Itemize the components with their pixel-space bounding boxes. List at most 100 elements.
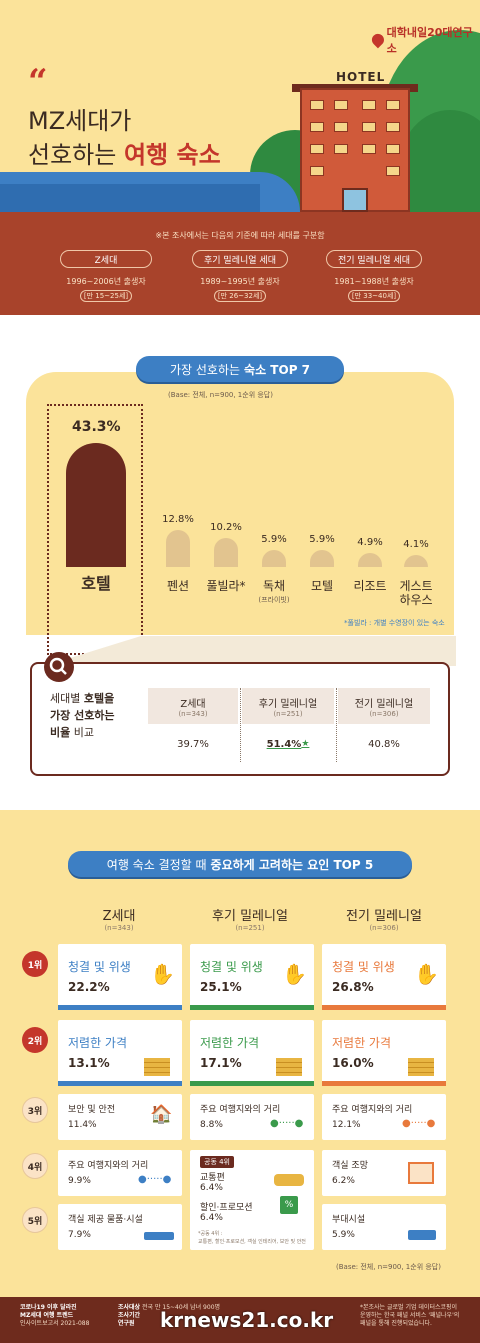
- footer-mid-k1: 조사대상: [118, 1304, 141, 1311]
- bar-category-label-4: 모텔: [310, 579, 334, 593]
- card-underline: [190, 1081, 314, 1086]
- header-late-name: 후기 밀레니얼: [212, 909, 288, 924]
- bar-1: [166, 530, 190, 567]
- top7-title-highlight: 숙소 TOP 7: [244, 362, 311, 377]
- bar-value-label-4: 5.9%: [309, 534, 335, 546]
- watermark: krnews21.co.kr: [160, 1308, 334, 1332]
- footer-mid: 조사대상 전국 만 15~40세 남녀 900명 조사기간 연구원: [118, 1304, 220, 1328]
- footer-mid-v1: 전국 만 15~40세 남녀 900명: [142, 1304, 221, 1311]
- header-z-name: Z세대: [102, 909, 136, 924]
- hand-wave-icon: ✋: [150, 962, 175, 986]
- gen-early-pill: 전기 밀레니얼 세대: [326, 250, 422, 268]
- rank-1-badge: 1위: [22, 951, 48, 977]
- compare-col-z-name: Z세대: [180, 698, 206, 710]
- hero-banner: “ MZ세대가 선호하는 여행 숙소 대학내일20대연구소 HOTEL: [0, 0, 480, 212]
- card-late-2-value: 17.1%: [200, 1056, 242, 1070]
- tie-note-2: 교통편, 할인·프로모션, 객실 인테리어, 보안 및 안전: [198, 1239, 306, 1245]
- card-z-5-label: 객실 제공 물품·시설: [68, 1215, 143, 1225]
- hill-mid: [400, 110, 480, 212]
- header-early: 전기 밀레니얼 (n=306): [326, 905, 442, 932]
- footer-right-3: 패널을 통해 진행되었습니다.: [360, 1320, 432, 1327]
- brand-logo-text: 대학내일20대연구소: [386, 26, 473, 55]
- header-late: 후기 밀레니얼 (n=251): [192, 905, 308, 932]
- card-early-2-value: 16.0%: [332, 1056, 374, 1070]
- bar-category-label-2: 풀빌라*: [206, 579, 246, 593]
- footer-mid-k3: 연구원: [118, 1320, 135, 1327]
- hand-wave-icon: ✋: [282, 962, 307, 986]
- gen-early-age: [만 33~40세]: [348, 290, 400, 302]
- bar-value-label-3: 5.9%: [261, 534, 287, 546]
- rank-5-badge: 5위: [22, 1207, 48, 1233]
- compare-title-a: 세대별: [50, 692, 81, 705]
- hotel-door: [342, 188, 368, 212]
- compare-title-c: 가장 선호하는: [50, 709, 115, 722]
- bed-icon: [144, 1232, 174, 1240]
- card-early-1: 청결 및 위생 26.8% ✋: [322, 944, 446, 1010]
- footer-left: 코로나19 이후 달라진 MZ세대 여행 트렌드 인사이트보고서 2021-088: [20, 1304, 89, 1328]
- card-underline: [58, 1005, 182, 1010]
- divider: [240, 688, 241, 762]
- bar-3: [262, 550, 286, 567]
- tie-a-value: 6.4%: [200, 1183, 223, 1193]
- search-icon: [44, 652, 74, 682]
- hand-wave-icon: ✋: [414, 962, 439, 986]
- discount-icon: %: [280, 1196, 298, 1214]
- compare-col-z: Z세대 (n=343): [148, 688, 238, 724]
- hero-title-highlight: 여행 숙소: [123, 141, 221, 169]
- star-icon: ★: [301, 739, 310, 749]
- map-pin-icon: [369, 31, 387, 49]
- card-z-1: 청결 및 위생 22.2% ✋: [58, 944, 182, 1010]
- top7-base: (Base: 전체, n=900, 1순위 응답): [168, 391, 273, 399]
- footer-mid-k2: 조사기간: [118, 1312, 141, 1319]
- card-underline: [190, 1005, 314, 1010]
- tie-b-label: 할인·프로모션: [200, 1203, 253, 1213]
- card-z-1-label: 청결 및 위생: [68, 960, 131, 974]
- factors-base: (Base: 전체, n=900, 1순위 응답): [336, 1263, 441, 1271]
- compare-col-late: 후기 밀레니얼 (n=251): [242, 688, 334, 724]
- card-late-tie: 공동 4위 교통편 6.4% 할인·프로모션 6.4% % *공동 4위 : 교…: [190, 1150, 314, 1250]
- card-early-3: 주요 여행지와의 거리 12.1% ●·····●: [322, 1094, 446, 1140]
- coin-stack-icon: [408, 1058, 434, 1076]
- card-late-2-label: 저렴한 가격: [200, 1036, 260, 1050]
- card-early-5: 부대시설 5.9%: [322, 1204, 446, 1250]
- card-late-1-label: 청결 및 위생: [200, 960, 263, 974]
- bar-category-label-5: 리조트: [353, 579, 387, 593]
- lock-house-icon: 🏠: [150, 1104, 173, 1125]
- header-early-name: 전기 밀레니얼: [346, 909, 422, 924]
- card-z-5: 객실 제공 물품·시설 7.9%: [58, 1204, 182, 1250]
- pool-icon: [408, 1230, 436, 1240]
- compare-col-z-n: (n=343): [178, 709, 208, 718]
- bar-category-label-6: 게스트 하우스: [399, 579, 433, 607]
- card-early-5-value: 5.9%: [332, 1230, 355, 1240]
- footer: [0, 1297, 480, 1343]
- card-z-3: 보안 및 안전 11.4% 🏠: [58, 1094, 182, 1140]
- footer-left-1: 코로나19 이후 달라진: [20, 1304, 77, 1311]
- gen-z-range: 1996~2006년 출생자: [66, 277, 146, 286]
- compare-col-early-n: (n=306): [369, 709, 399, 718]
- compare-title: 세대별 호텔을 가장 선호하는 비율 비교: [50, 690, 115, 741]
- quote-mark: “: [28, 62, 48, 102]
- card-underline: [58, 1081, 182, 1086]
- compare-val-early: 40.8%: [368, 738, 400, 750]
- compare-val-late: 51.4% ★: [242, 726, 334, 762]
- bar-2: [214, 537, 238, 567]
- hero-title: MZ세대가 선호하는 여행 숙소: [28, 104, 221, 172]
- card-early-2-label: 저렴한 가격: [332, 1036, 392, 1050]
- bar-value-label-0: 43.3%: [72, 419, 121, 435]
- factors-title-prefix: 여행 숙소 결정할 때: [106, 857, 207, 872]
- header-late-n: (n=251): [235, 924, 265, 932]
- hero-title-line2: 선호하는 여행 숙소: [28, 138, 221, 172]
- route-icon: ●·····●: [402, 1118, 436, 1129]
- gen-late-age: [만 26~32세]: [214, 290, 266, 302]
- bar-category-label-3: 독채 (프라이빗): [258, 579, 290, 604]
- card-early-4-label: 객실 조망: [332, 1161, 368, 1171]
- compare-col-early: 전기 밀레니얼 (n=306): [338, 688, 430, 724]
- rank-4-badge: 4위: [22, 1153, 48, 1179]
- card-late-1: 청결 및 위생 25.1% ✋: [190, 944, 314, 1010]
- card-late-3-value: 8.8%: [200, 1120, 223, 1130]
- bar-value-label-6: 4.1%: [403, 539, 429, 551]
- bar-value-label-5: 4.9%: [357, 536, 383, 548]
- divider: [336, 688, 337, 762]
- card-z-3-label: 보안 및 안전: [68, 1105, 116, 1115]
- compare-val-z: 39.7%: [177, 738, 209, 750]
